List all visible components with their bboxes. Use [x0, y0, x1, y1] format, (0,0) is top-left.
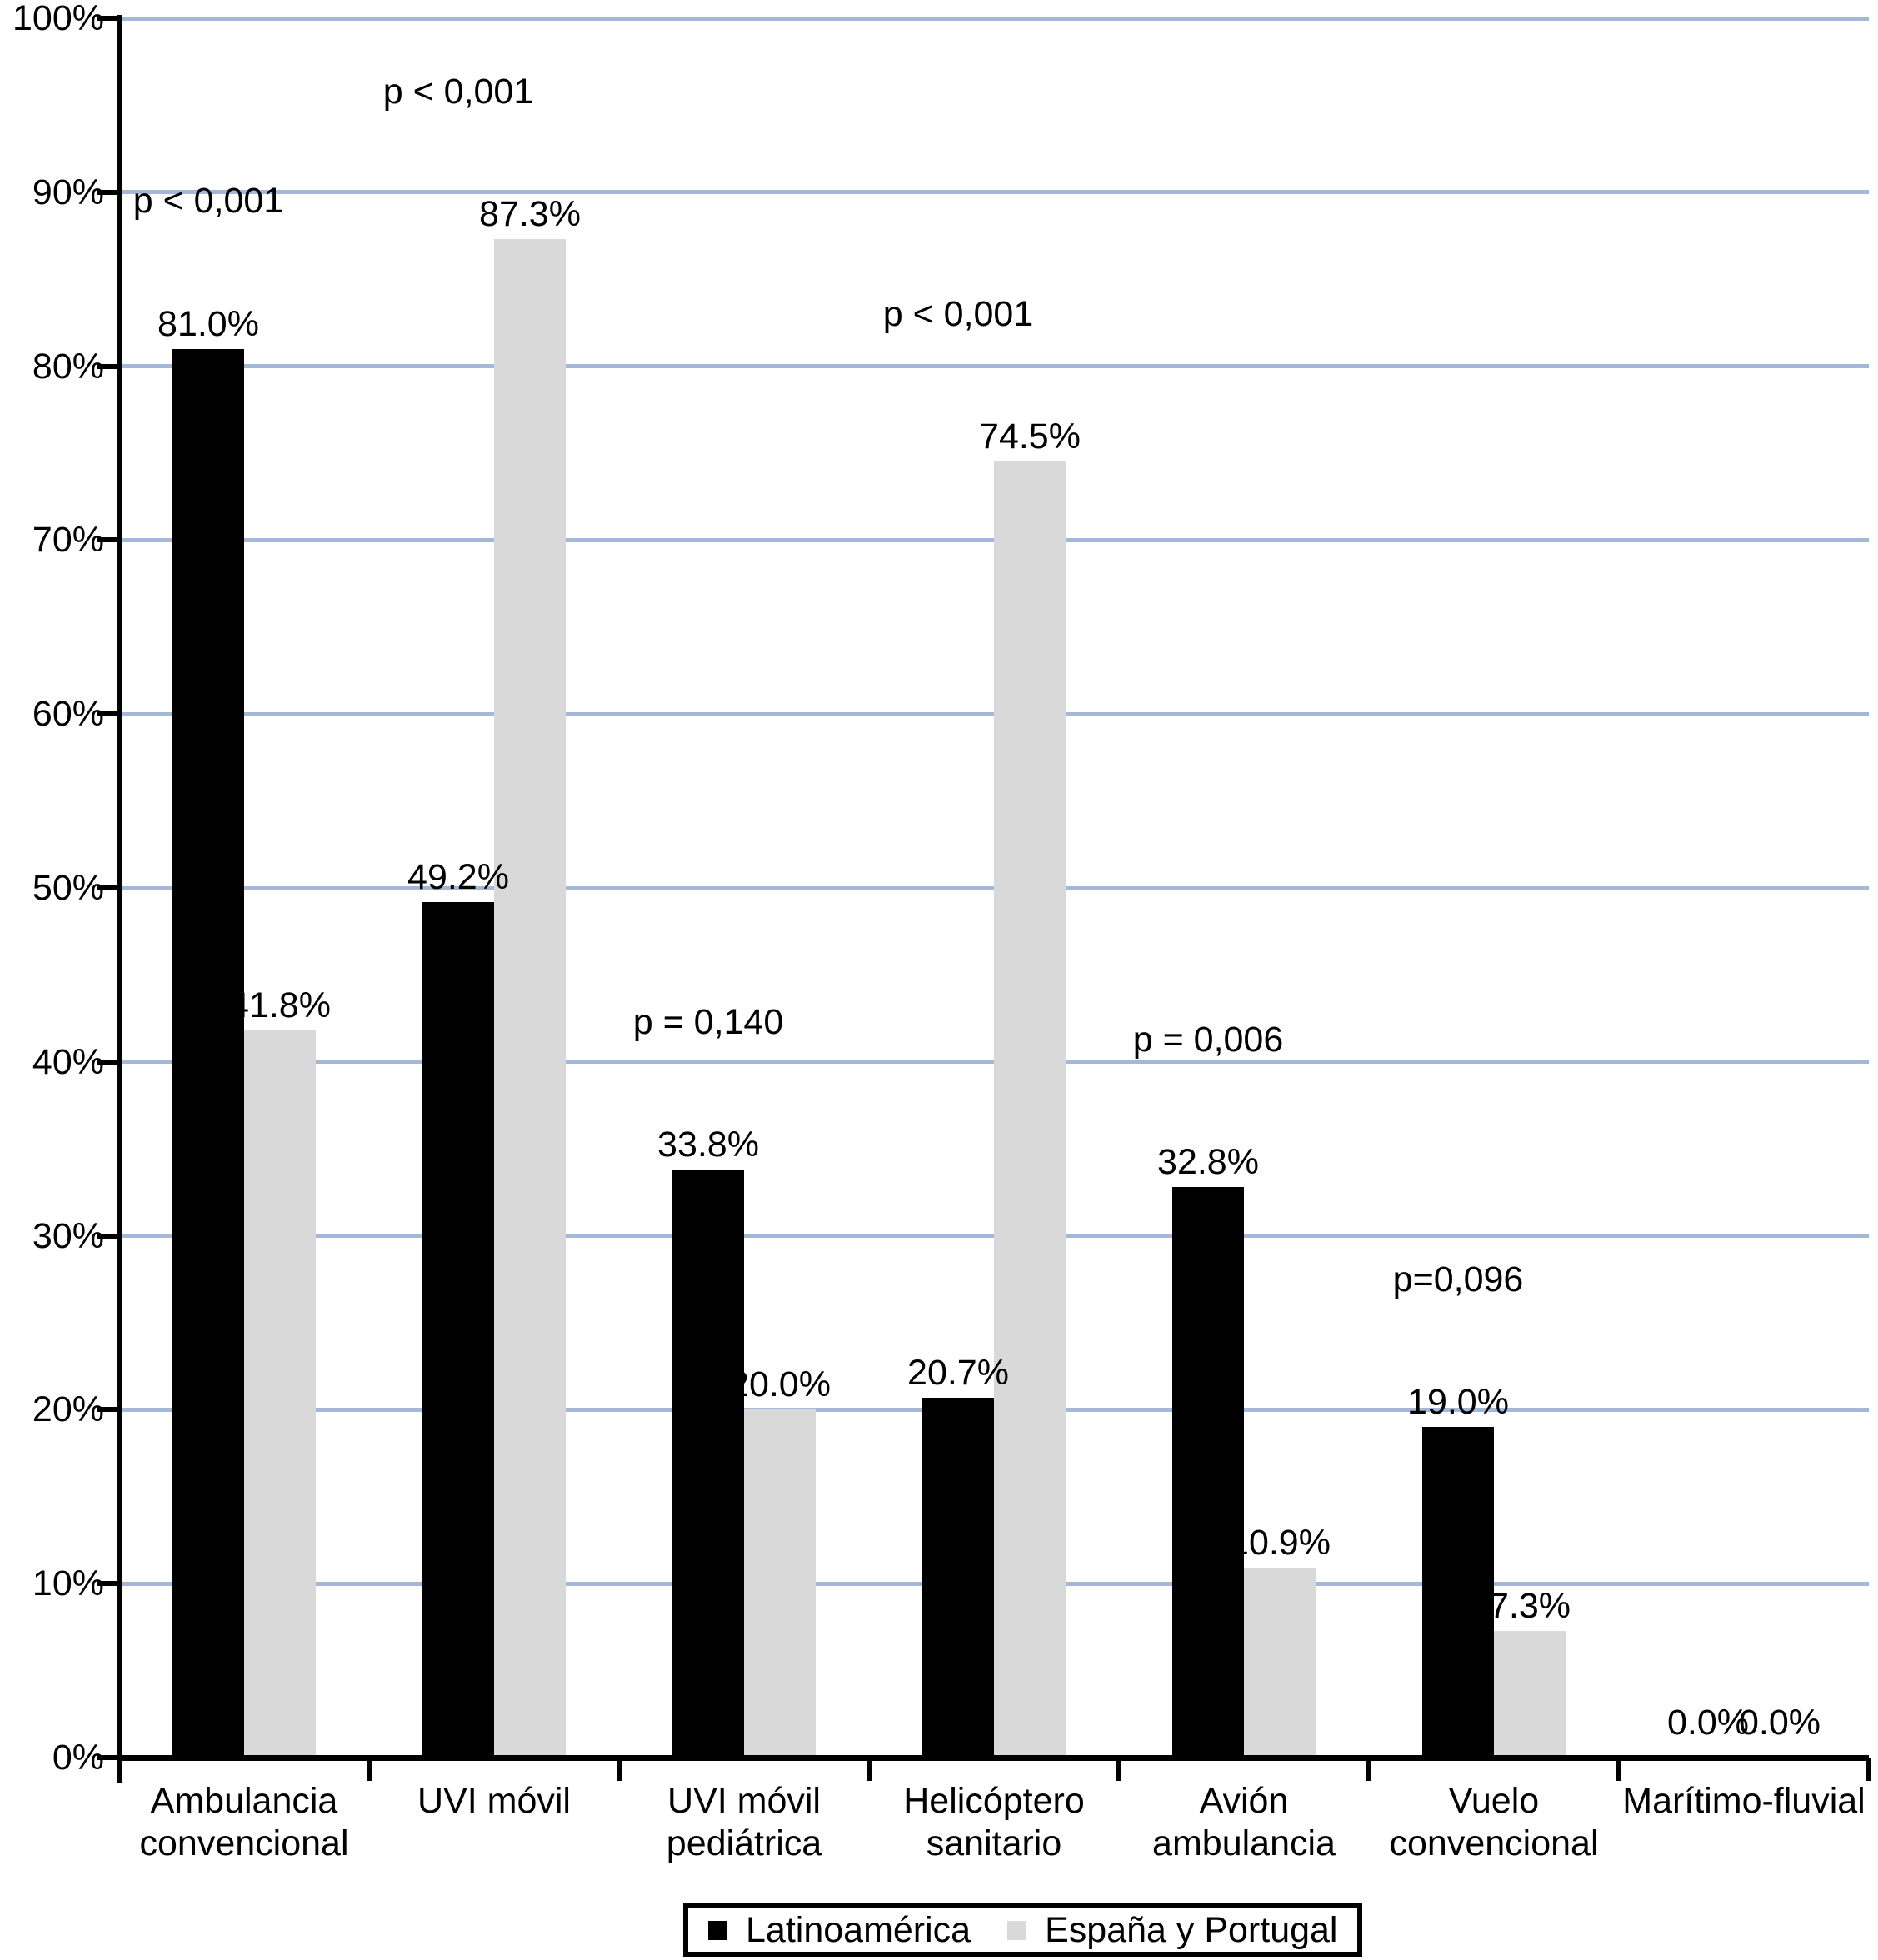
- value-label: 87.3%: [479, 194, 581, 234]
- legend-label-latinoamerica: Latinoamérica: [746, 1909, 971, 1950]
- y-tick-label: 20%: [32, 1389, 104, 1429]
- y-tick-label: 0%: [52, 1738, 104, 1778]
- y-axis-tick: [97, 1407, 119, 1412]
- x-axis-tick: [867, 1758, 872, 1781]
- x-axis-tick: [1616, 1758, 1621, 1781]
- gridline: [119, 364, 1869, 368]
- gridline: [119, 190, 1869, 194]
- y-axis-tick: [97, 16, 119, 21]
- y-tick-label: 60%: [32, 694, 104, 734]
- gridline: [119, 17, 1869, 21]
- value-label: 19.0%: [1407, 1382, 1509, 1422]
- p-value-label: p < 0,001: [382, 72, 534, 112]
- x-category-label: Ambulancia: [150, 1781, 338, 1821]
- x-category-label: ambulancia: [1152, 1823, 1336, 1863]
- bar-latinoamerica: [172, 349, 244, 1758]
- value-label: 0.0%: [1666, 1703, 1750, 1743]
- p-value-label: p = 0,140: [632, 1002, 784, 1042]
- x-category-label: UVI móvil: [667, 1781, 821, 1821]
- x-category-label: UVI móvil: [417, 1781, 571, 1821]
- bar-espana-y-portugal: [1244, 1568, 1316, 1758]
- p-value-label: p = 0,006: [1132, 1020, 1284, 1060]
- y-axis-tick: [97, 885, 119, 890]
- p-value-label: p < 0,001: [882, 294, 1034, 334]
- bar-latinoamerica: [1422, 1427, 1494, 1758]
- y-axis-tick: [97, 537, 119, 542]
- x-axis-tick: [1866, 1758, 1871, 1781]
- x-category-label: Avión: [1199, 1781, 1289, 1821]
- value-label: 33.8%: [657, 1125, 759, 1165]
- y-axis-tick: [97, 1755, 119, 1760]
- x-category-label: Marítimo-fluvial: [1622, 1781, 1866, 1821]
- y-axis-tick: [97, 1581, 119, 1586]
- x-axis-tick: [617, 1758, 622, 1781]
- legend-label-espana-y-portugal: España y Portugal: [1045, 1909, 1338, 1950]
- value-label: 7.3%: [1488, 1586, 1571, 1626]
- legend-entry: Latinoamérica: [708, 1910, 971, 1951]
- x-category-label: Vuelo: [1448, 1781, 1540, 1821]
- legend: Latinoamérica España y Portugal: [683, 1903, 1363, 1957]
- value-label: 74.5%: [979, 416, 1081, 456]
- legend-swatch-espana-y-portugal: [1007, 1920, 1027, 1940]
- y-axis-tick: [97, 711, 119, 716]
- value-label: 10.9%: [1229, 1523, 1331, 1563]
- y-tick-label: 100%: [12, 0, 104, 38]
- value-label: 41.8%: [229, 985, 331, 1025]
- bar-espana-y-portugal: [994, 461, 1066, 1758]
- y-tick-label: 50%: [32, 868, 104, 908]
- p-value-label: p < 0,001: [132, 181, 284, 221]
- x-category-label: convencional: [1389, 1823, 1599, 1863]
- bar-latinoamerica: [672, 1170, 744, 1758]
- bar-espana-y-portugal: [1494, 1631, 1566, 1758]
- bar-espana-y-portugal: [244, 1030, 316, 1758]
- x-category-label: Helicóptero: [903, 1781, 1085, 1821]
- y-tick-label: 30%: [32, 1216, 104, 1256]
- value-label: 20.0%: [729, 1364, 831, 1404]
- y-tick-label: 90%: [32, 172, 104, 212]
- p-value-label: p=0,096: [1392, 1259, 1524, 1299]
- y-axis-tick: [97, 1060, 119, 1065]
- bar-espana-y-portugal: [744, 1409, 816, 1758]
- bar-latinoamerica: [1172, 1187, 1244, 1758]
- x-axis-tick: [1366, 1758, 1371, 1781]
- value-label: 49.2%: [407, 857, 509, 897]
- value-label: 20.7%: [907, 1353, 1009, 1393]
- y-tick-label: 10%: [32, 1564, 104, 1603]
- y-axis-line: [117, 15, 122, 1783]
- x-axis-line: [117, 1755, 1869, 1761]
- bar-latinoamerica: [422, 902, 494, 1758]
- value-label: 0.0%: [1738, 1703, 1821, 1743]
- bar-espana-y-portugal: [494, 239, 566, 1758]
- x-category-label: sanitario: [926, 1823, 1062, 1863]
- value-label: 32.8%: [1157, 1142, 1259, 1182]
- y-tick-label: 70%: [32, 520, 104, 560]
- legend-entry: España y Portugal: [1007, 1910, 1337, 1951]
- y-axis-tick: [97, 1234, 119, 1239]
- x-axis-tick: [367, 1758, 372, 1781]
- value-label: 81.0%: [157, 304, 259, 344]
- x-axis-tick: [1116, 1758, 1121, 1781]
- y-tick-label: 80%: [32, 347, 104, 387]
- y-tick-label: 40%: [32, 1042, 104, 1082]
- x-category-label: pediátrica: [666, 1823, 822, 1863]
- y-axis-tick: [97, 190, 119, 195]
- legend-swatch-latinoamerica: [708, 1920, 727, 1940]
- bar-latinoamerica: [922, 1398, 994, 1758]
- x-category-label: convencional: [139, 1823, 349, 1863]
- y-axis-tick: [97, 364, 119, 369]
